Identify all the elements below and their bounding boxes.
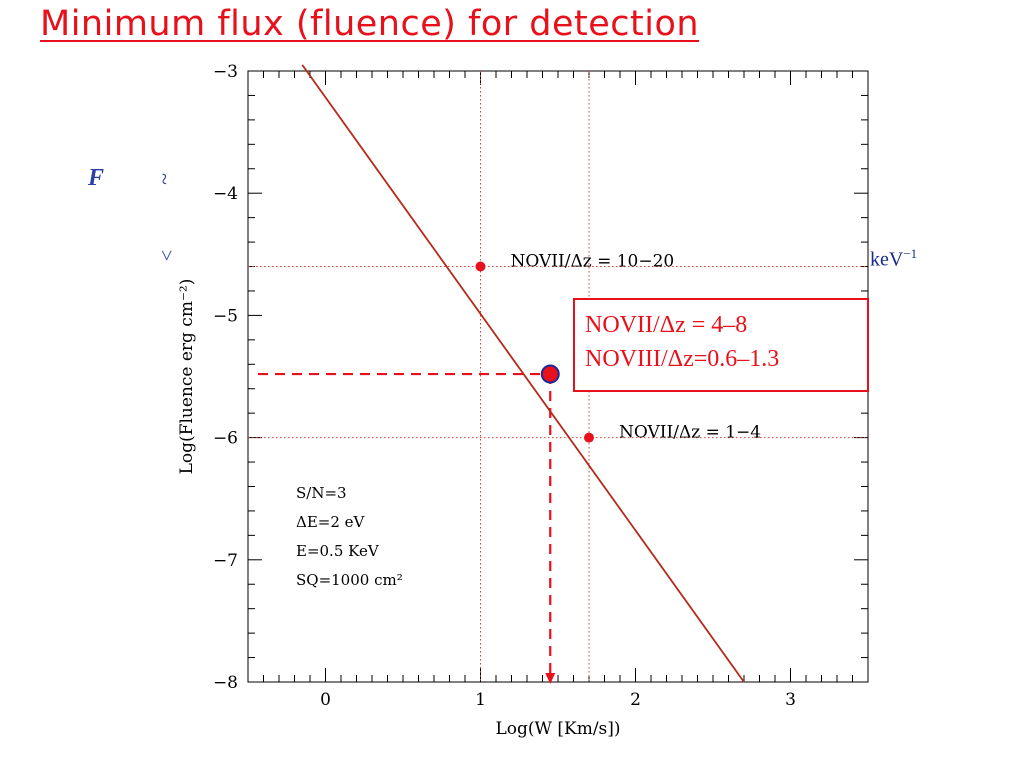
labels-layer: 0 1 2 3 −3 −4 −5 −6 −7 −8 Log(W [Km/s]) Log(Fluence…: [177, 62, 796, 739]
callout-box: NOVII/Δz = 4–8 NOVIII/Δz=0.6–1.3: [573, 298, 869, 392]
callout-line-1: NOVII/Δz = 4–8: [585, 312, 748, 338]
x-tick-label: 1: [475, 690, 486, 710]
data-point: [584, 432, 594, 443]
annotation-line: E=0.5 KeV: [296, 542, 380, 560]
annotation-line: ΔE=2 eV: [296, 513, 366, 531]
y-axis-label: Log(Fluence erg cm⁻²): [177, 279, 197, 475]
points-layer: [475, 261, 594, 443]
y-tick-label: −4: [213, 184, 238, 204]
highlight-point: [540, 364, 560, 384]
annotation-line: SQ=1000 cm²: [296, 571, 403, 589]
x-tick-label: 0: [320, 690, 331, 710]
background-unit: keV−1: [870, 246, 918, 271]
guide-arrowhead: [545, 673, 556, 684]
y-tick-label: −7: [213, 551, 238, 571]
data-point: [475, 261, 486, 272]
x-tick-label: 2: [630, 690, 641, 710]
slide-title: Minimum flux (fluence) for detection: [40, 4, 700, 44]
y-tick-label: −5: [213, 306, 238, 326]
annotation-line: S/N=3: [296, 484, 347, 502]
series-line: [301, 64, 745, 683]
background-symbol-f: F: [88, 165, 105, 191]
y-tick-label: −3: [213, 62, 238, 82]
x-axis-label: Log(W [Km/s]): [495, 719, 620, 739]
point-label: NOVII/Δz = 10−20: [511, 252, 675, 272]
callout-line-2: NOVIII/Δz=0.6–1.3: [585, 346, 780, 372]
point-label: NOVII/Δz = 1−4: [619, 423, 761, 443]
x-tick-label: 3: [785, 690, 796, 710]
series-layer: [301, 64, 745, 683]
y-tick-label: −8: [213, 673, 238, 693]
background-unit-text: keV: [870, 248, 904, 271]
y-tick-label: −6: [213, 429, 238, 449]
